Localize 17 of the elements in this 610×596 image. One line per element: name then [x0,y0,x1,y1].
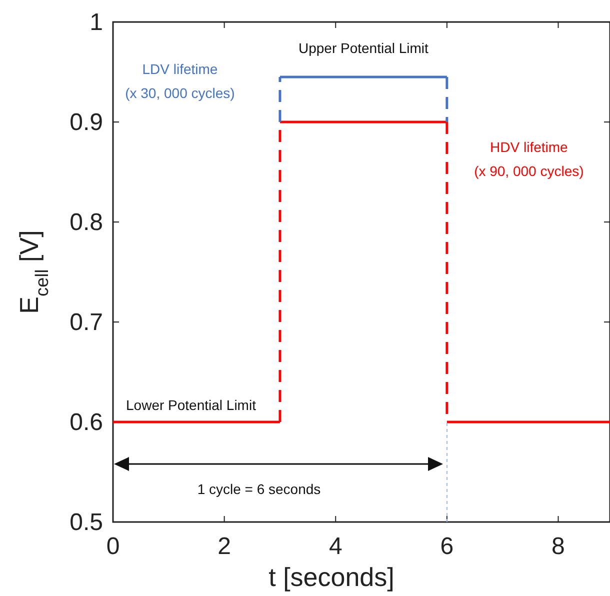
annotation: Lower Potential Limit [126,397,256,413]
x-axis-title: t [seconds] [268,562,394,592]
y-tick-label: 0.9 [70,109,103,136]
y-tick-label: 0.8 [70,209,103,236]
y-tick-label: 0.5 [70,509,103,536]
y-tick-label: 0.7 [70,309,103,336]
text: LDV lifetime (x 30, 000 cycles) [125,61,235,101]
annotation: 1 cycle = 6 seconds [197,481,321,497]
x-tick-label: 0 [106,533,120,560]
x-tick-label: 8 [552,533,565,560]
x-tick-label: 6 [440,533,454,560]
y-tick-label: 1 [90,9,103,36]
y-tick-label: 0.6 [70,409,103,436]
x-tick-label: 4 [328,533,342,560]
annotation: Upper Potential Limit [298,40,429,56]
x-tick-label: 2 [218,533,231,560]
text: HDV lifetime (x 90, 000 cycles) [474,139,584,179]
